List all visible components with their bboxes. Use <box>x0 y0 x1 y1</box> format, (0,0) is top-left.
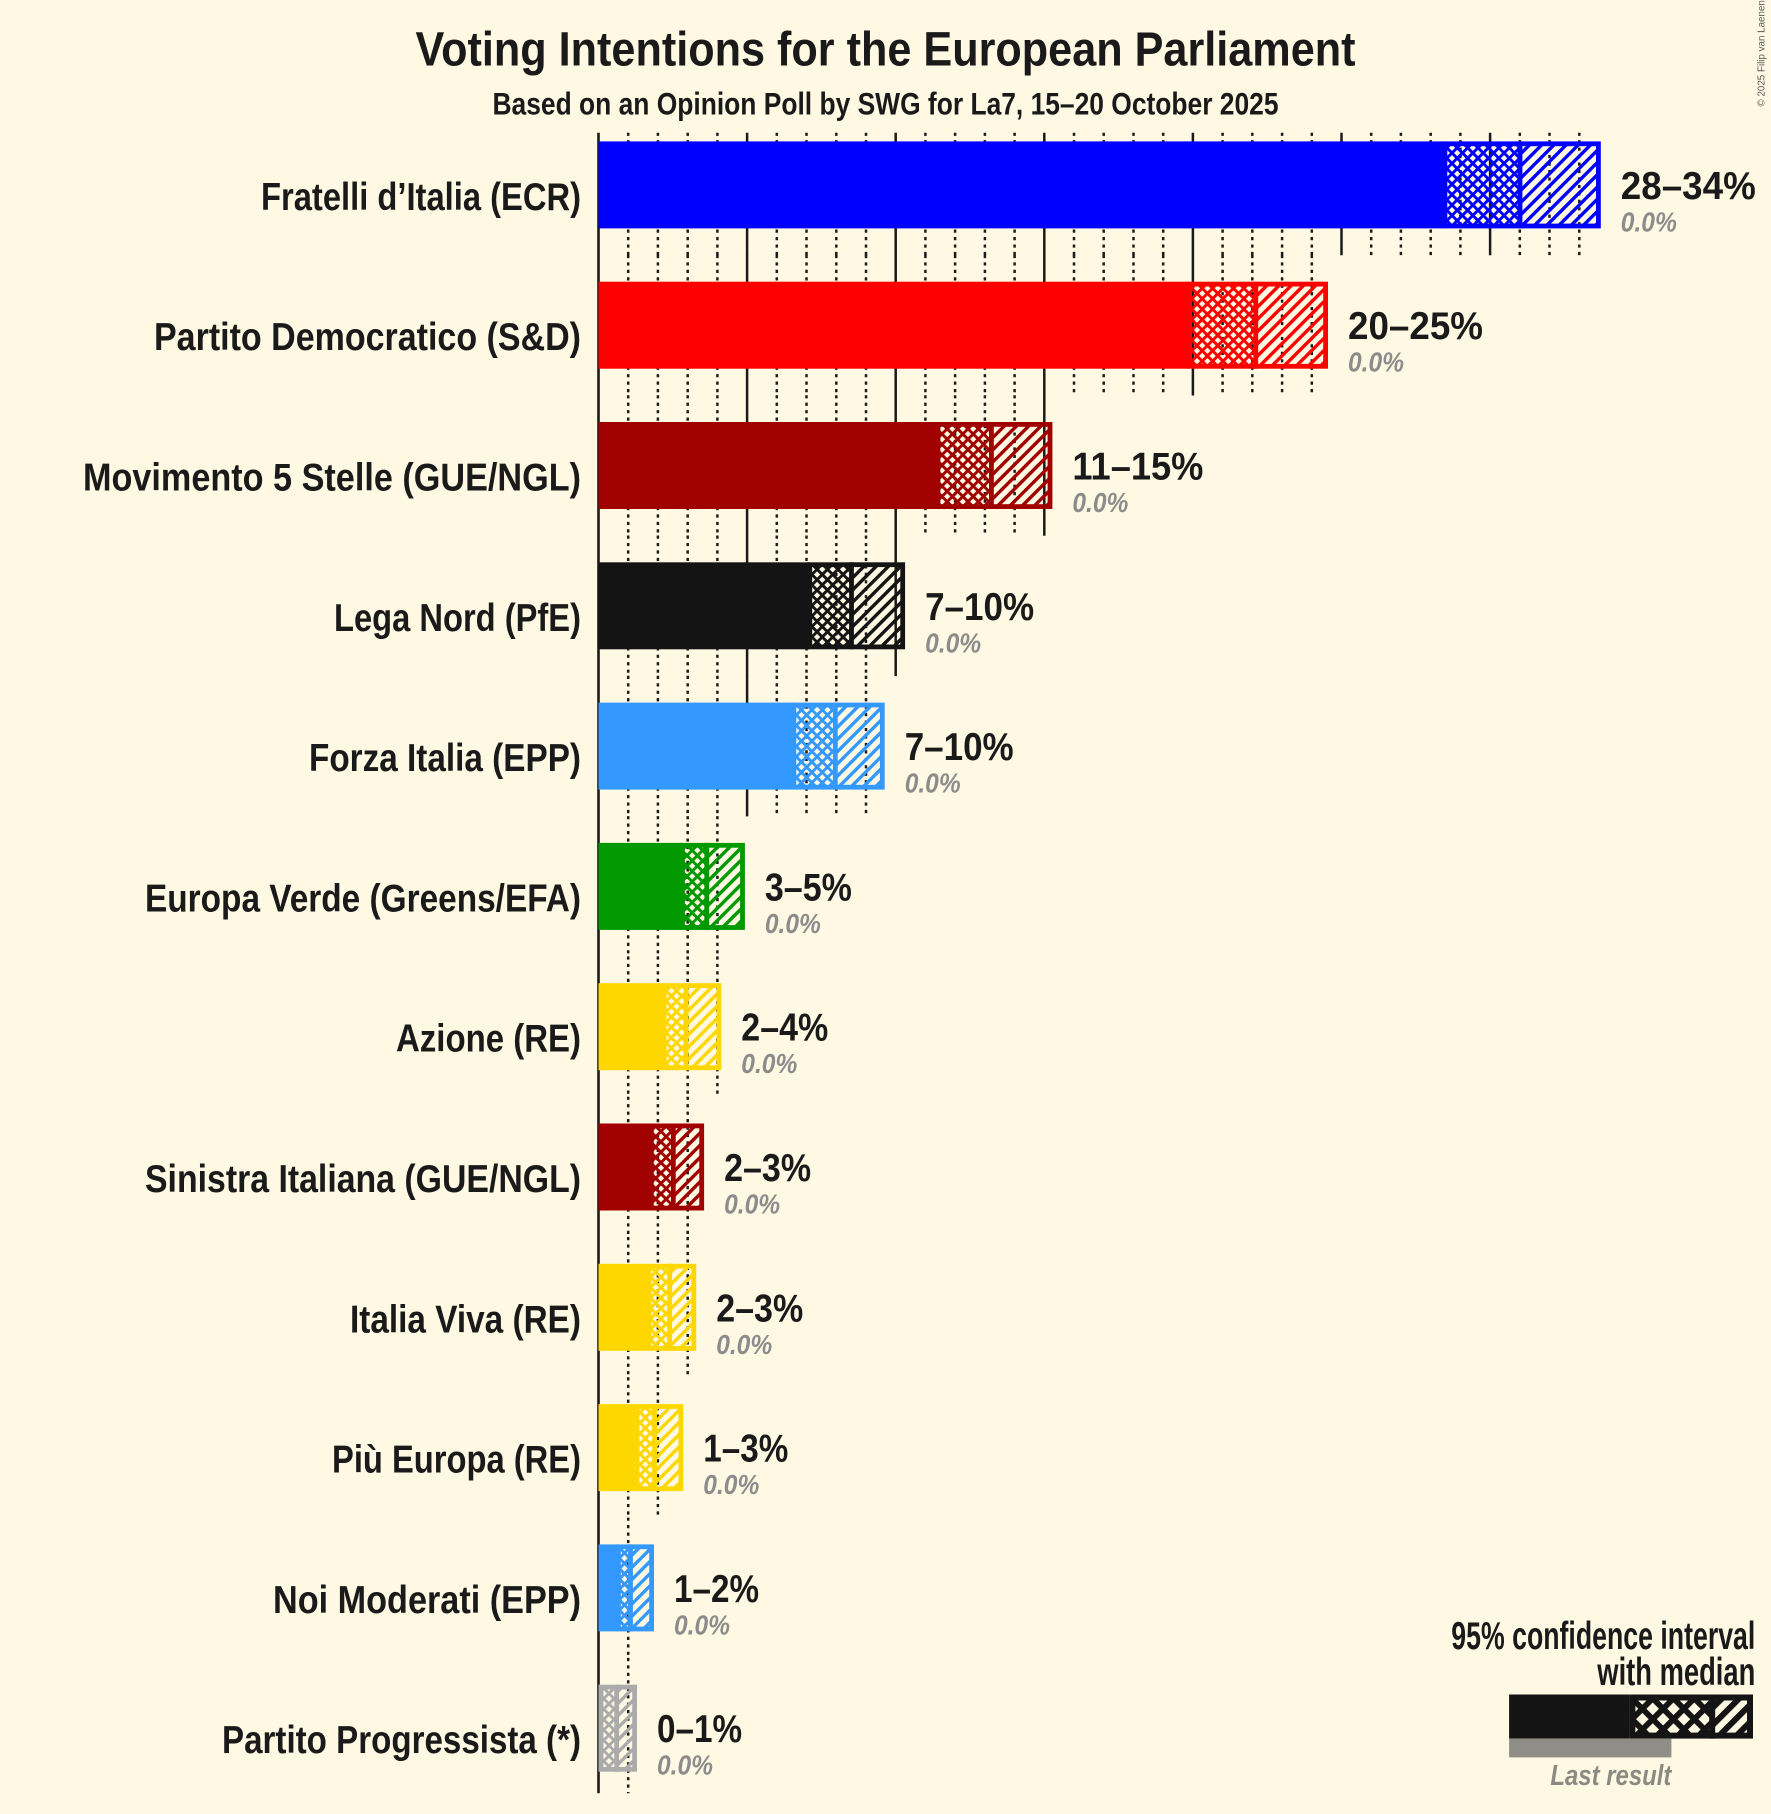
svg-text:Voting Intentions for the Euro: Voting Intentions for the European Parli… <box>416 23 1356 77</box>
svg-text:Last result: Last result <box>1550 1760 1672 1792</box>
svg-text:0.0%: 0.0% <box>657 1750 713 1781</box>
svg-text:Noi Moderati (EPP): Noi Moderati (EPP) <box>273 1579 581 1622</box>
svg-text:2–3%: 2–3% <box>724 1147 811 1190</box>
svg-text:1–3%: 1–3% <box>703 1428 788 1471</box>
svg-text:Partito Progressista (*): Partito Progressista (*) <box>222 1719 581 1762</box>
svg-text:Forza Italia (EPP): Forza Italia (EPP) <box>309 737 581 780</box>
svg-text:0.0%: 0.0% <box>674 1609 730 1640</box>
svg-text:0.0%: 0.0% <box>925 627 981 658</box>
svg-text:1–2%: 1–2% <box>674 1568 759 1611</box>
svg-text:Lega Nord (PfE): Lega Nord (PfE) <box>334 597 581 640</box>
svg-text:7–10%: 7–10% <box>925 586 1034 629</box>
svg-text:20–25%: 20–25% <box>1348 305 1483 348</box>
svg-text:0–1%: 0–1% <box>657 1708 742 1751</box>
svg-text:3–5%: 3–5% <box>765 866 852 909</box>
svg-text:Più Europa (RE): Più Europa (RE) <box>332 1439 581 1482</box>
svg-text:0.0%: 0.0% <box>1621 206 1677 237</box>
svg-text:28–34%: 28–34% <box>1621 165 1756 208</box>
svg-text:2–3%: 2–3% <box>716 1287 803 1330</box>
svg-text:0.0%: 0.0% <box>905 768 961 799</box>
svg-text:0.0%: 0.0% <box>703 1469 759 1500</box>
svg-text:0.0%: 0.0% <box>741 1048 797 1079</box>
svg-text:Europa Verde (Greens/EFA): Europa Verde (Greens/EFA) <box>145 877 581 920</box>
svg-text:0.0%: 0.0% <box>724 1189 780 1220</box>
svg-text:Italia Viva (RE): Italia Viva (RE) <box>350 1298 581 1341</box>
svg-text:2–4%: 2–4% <box>741 1007 828 1050</box>
svg-text:Partito Democratico (S&D): Partito Democratico (S&D) <box>154 316 581 359</box>
svg-text:0.0%: 0.0% <box>1348 347 1404 378</box>
svg-text:Movimento 5 Stelle (GUE/NGL): Movimento 5 Stelle (GUE/NGL) <box>83 457 581 500</box>
svg-text:with median: with median <box>1597 1651 1756 1694</box>
svg-text:11–15%: 11–15% <box>1072 446 1203 489</box>
svg-text:Based on an Opinion Poll by SW: Based on an Opinion Poll by SWG for La7,… <box>493 85 1279 121</box>
svg-text:95% confidence interval: 95% confidence interval <box>1451 1615 1755 1658</box>
svg-text:© 2025 Filip van Laenen: © 2025 Filip van Laenen <box>1757 0 1768 106</box>
svg-text:7–10%: 7–10% <box>905 726 1014 769</box>
svg-text:0.0%: 0.0% <box>1072 487 1128 518</box>
svg-text:Azione (RE): Azione (RE) <box>396 1018 581 1061</box>
svg-text:0.0%: 0.0% <box>765 908 821 939</box>
svg-text:Fratelli d’Italia (ECR): Fratelli d’Italia (ECR) <box>261 176 581 219</box>
svg-text:Sinistra Italiana (GUE/NGL): Sinistra Italiana (GUE/NGL) <box>145 1158 581 1201</box>
svg-text:0.0%: 0.0% <box>716 1329 772 1360</box>
